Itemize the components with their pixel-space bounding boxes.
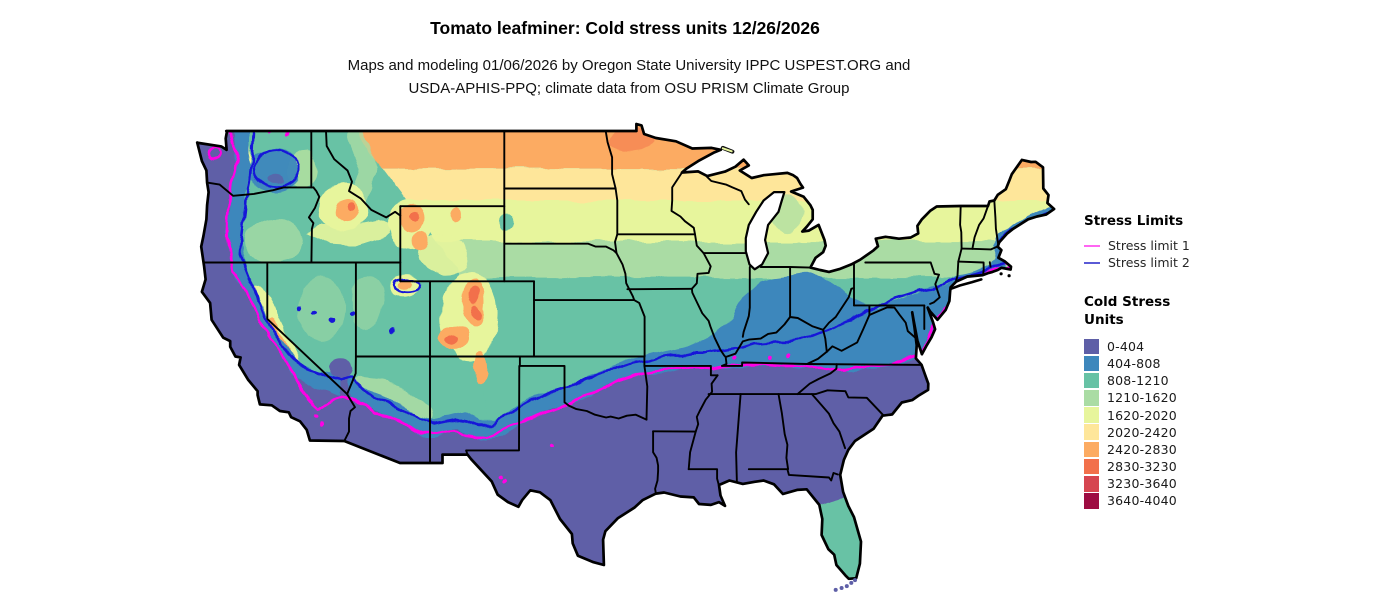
stress-limit-label: Stress limit 1: [1108, 238, 1190, 254]
color-swatch: [1084, 476, 1099, 492]
stress-limit-2-line-icon: [1084, 261, 1100, 264]
subtitle-line-1: Maps and modeling 01/06/2026 by Oregon S…: [347, 57, 911, 74]
bin-label: 808-1210: [1107, 373, 1169, 389]
cold-stress-bins-list: 0-404 404-808 808-1210 1210-1620 1620-2020 20…: [1084, 338, 1394, 510]
bin-label: 2420-2830: [1107, 441, 1177, 457]
legend-bin-row: 404-808: [1084, 355, 1394, 372]
bin-label: 0-404: [1107, 338, 1145, 354]
map-legend: Stress Limits Stress limit 1 Stress limit…: [1084, 212, 1394, 510]
cold-stress-heading-line-1: Cold Stress: [1084, 294, 1171, 311]
color-swatch: [1084, 441, 1099, 458]
legend-bin-row: 2420-2830: [1084, 441, 1394, 458]
color-swatch: [1084, 407, 1099, 423]
legend-bin-row: 1620-2020: [1084, 406, 1394, 423]
color-swatch: [1084, 338, 1099, 354]
color-swatch: [1084, 355, 1099, 372]
cold-stress-units-heading: Cold Stress Units: [1084, 293, 1394, 329]
stress-limit-label: Stress limit 2: [1108, 255, 1190, 271]
color-swatch: [1084, 458, 1099, 475]
legend-bin-row: 0-404: [1084, 338, 1394, 355]
stress-limits-heading: Stress Limits: [1084, 213, 1184, 229]
stress-limit-1-line-icon: [1084, 244, 1100, 247]
legend-bin-row: 808-1210: [1084, 372, 1394, 389]
color-swatch: [1084, 372, 1099, 389]
legend-bin-row: 3230-3640: [1084, 475, 1394, 492]
bin-label: 2830-3230: [1107, 459, 1177, 475]
page-title: Tomato leafminer: Cold stress units 12/2…: [430, 18, 820, 38]
bin-label: 2020-2420: [1107, 424, 1177, 440]
bin-label: 404-808: [1107, 355, 1161, 371]
color-swatch: [1084, 493, 1099, 509]
bin-label: 1210-1620: [1107, 390, 1177, 406]
color-swatch: [1084, 424, 1099, 440]
legend-bin-row: 2830-3230: [1084, 458, 1394, 475]
subtitle-line-2: USDA-APHIS-PPQ; climate data from OSU PR…: [408, 79, 850, 97]
bin-label: 3230-3640: [1107, 476, 1177, 492]
legend-bin-row: 1210-1620: [1084, 389, 1394, 406]
page-subtitle: Maps and modeling 01/06/2026 by Oregon S…: [348, 55, 911, 100]
stress-limits-list: Stress limit 1 Stress limit 2: [1084, 237, 1394, 271]
legend-bin-row: 3640-4040: [1084, 492, 1394, 509]
bin-label: 3640-4040: [1107, 493, 1177, 509]
stress-limit-item: Stress limit 2: [1084, 254, 1394, 271]
stress-limit-item: Stress limit 1: [1084, 237, 1394, 254]
cold-stress-heading-line-2: Units: [1084, 312, 1124, 329]
legend-bin-row: 2020-2420: [1084, 424, 1394, 441]
color-swatch: [1084, 390, 1099, 406]
bin-label: 1620-2020: [1107, 407, 1177, 423]
